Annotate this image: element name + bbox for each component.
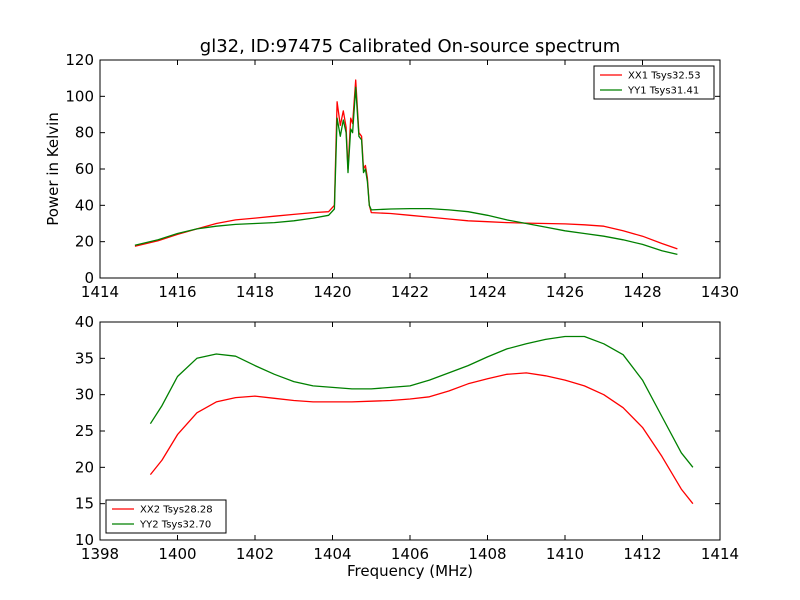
bot-x-tick-label: 1410 [546, 545, 584, 563]
bottom-series-lines [149, 335, 694, 505]
bot-y-tick-label: 15 [75, 495, 94, 513]
top-y-tick-label: 40 [75, 196, 94, 214]
bot-x-tick-label: 1400 [158, 545, 196, 563]
bot-x-tick-label: 1402 [236, 545, 274, 563]
figure-title: gl32, ID:97475 Calibrated On-source spec… [200, 36, 620, 57]
top-y-tick-label: 20 [75, 233, 94, 251]
top-legend-box [593, 65, 715, 100]
top-y-tick-label: 0 [84, 269, 94, 287]
bot-series-line-red [149, 372, 694, 505]
bot-y-tick-label: 40 [75, 313, 94, 331]
bot-y-tick-label: 25 [75, 422, 94, 440]
bot-y-tick-label: 35 [75, 349, 94, 367]
top-series-line-green [134, 86, 678, 256]
top-x-tick-label: 1422 [391, 283, 429, 301]
top-x-tick-label: 1418 [236, 283, 274, 301]
bottom-legend-label-yy2: YY2 Tsys32.70 [139, 520, 211, 531]
bottom-legend-box [105, 499, 227, 534]
top-x-ticks: 1414 1416 1418 1420 1422 1424 1426 1428 1430 [81, 60, 739, 301]
bot-y-tick-label: 10 [75, 531, 94, 549]
bottom-legend-label-xx2: XX2 Tsys28.28 [140, 505, 213, 516]
bot-x-tick-label: 1406 [391, 545, 429, 563]
bot-x-tick-label: 1398 [81, 545, 119, 563]
bot-x-tick-label: 1408 [468, 545, 506, 563]
bottom-x-ticks: 1398 1400 1402 1404 1406 1408 1410 1412 1414 [81, 322, 739, 563]
top-series-line-red [134, 79, 678, 250]
top-legend-label-xx1: XX1 Tsys32.53 [628, 71, 701, 82]
top-y-axis-label: Power in Kelvin [44, 112, 62, 226]
top-y-tick-label: 100 [65, 87, 94, 105]
top-x-tick-label: 1414 [81, 283, 119, 301]
top-x-tick-label: 1426 [546, 283, 584, 301]
bottom-legend: XX2 Tsys28.28 YY2 Tsys32.70 [105, 499, 227, 534]
top-x-tick-label: 1424 [468, 283, 506, 301]
bot-series-line-green [149, 335, 694, 468]
bot-y-tick-label: 20 [75, 458, 94, 476]
top-y-tick-label: 120 [65, 51, 94, 69]
top-panel: 1414 1416 1418 1420 1422 1424 1426 1428 1430 0 20… [44, 51, 739, 301]
top-series-lines [134, 79, 678, 256]
top-legend-label-yy1: YY1 Tsys31.41 [627, 86, 699, 97]
bottom-x-axis-label: Frequency (MHz) [347, 562, 473, 580]
top-y-tick-label: 60 [75, 160, 94, 178]
bottom-y-ticks: 10 15 20 25 30 35 40 [75, 313, 720, 549]
bot-x-tick-label: 1404 [313, 545, 351, 563]
top-x-tick-label: 1430 [701, 283, 739, 301]
top-y-tick-label: 80 [75, 124, 94, 142]
bot-y-tick-label: 30 [75, 386, 94, 404]
top-y-ticks: 0 20 40 60 80 100 120 [65, 51, 720, 287]
bot-x-tick-label: 1414 [701, 545, 739, 563]
bot-x-tick-label: 1412 [623, 545, 661, 563]
top-legend: XX1 Tsys32.53 YY1 Tsys31.41 [593, 65, 715, 100]
top-x-tick-label: 1416 [158, 283, 196, 301]
top-x-tick-label: 1428 [623, 283, 661, 301]
top-x-tick-label: 1420 [313, 283, 351, 301]
bottom-panel: 1398 1400 1402 1404 1406 1408 1410 1412 1414 101… [75, 313, 739, 580]
